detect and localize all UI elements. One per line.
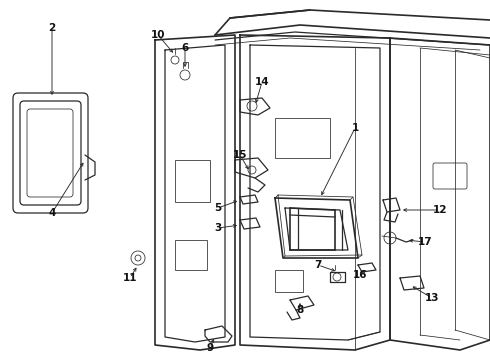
Text: 3: 3 <box>215 223 221 233</box>
Text: 1: 1 <box>351 123 359 133</box>
Text: 4: 4 <box>49 208 56 218</box>
Text: 14: 14 <box>255 77 270 87</box>
Bar <box>175 240 207 270</box>
Text: 9: 9 <box>206 343 214 353</box>
Text: 7: 7 <box>314 260 322 270</box>
Text: 11: 11 <box>123 273 137 283</box>
Text: 6: 6 <box>181 43 189 53</box>
Text: 17: 17 <box>417 237 432 247</box>
Text: 5: 5 <box>215 203 221 213</box>
Text: 16: 16 <box>353 270 367 280</box>
Bar <box>275 270 303 292</box>
Bar <box>275 118 330 158</box>
Text: 2: 2 <box>49 23 56 33</box>
Text: 8: 8 <box>296 305 304 315</box>
Bar <box>175 160 210 202</box>
Text: 15: 15 <box>233 150 247 160</box>
Text: 10: 10 <box>151 30 165 40</box>
Text: 12: 12 <box>433 205 447 215</box>
Text: 13: 13 <box>425 293 439 303</box>
